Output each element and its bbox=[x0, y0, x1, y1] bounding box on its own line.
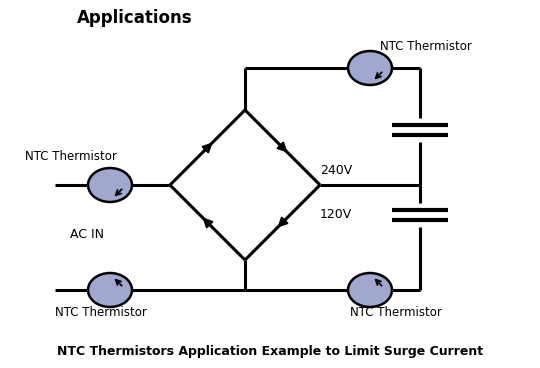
Ellipse shape bbox=[348, 51, 392, 85]
Ellipse shape bbox=[88, 168, 132, 202]
Ellipse shape bbox=[88, 273, 132, 307]
Text: NTC Thermistors Application Example to Limit Surge Current: NTC Thermistors Application Example to L… bbox=[57, 346, 483, 358]
Text: Applications: Applications bbox=[77, 9, 193, 27]
Ellipse shape bbox=[348, 273, 392, 307]
Text: 240V: 240V bbox=[320, 163, 352, 177]
Text: AC IN: AC IN bbox=[70, 229, 104, 241]
Text: NTC Thermistor: NTC Thermistor bbox=[350, 305, 442, 318]
Text: NTC Thermistor: NTC Thermistor bbox=[380, 39, 472, 53]
Text: 120V: 120V bbox=[320, 209, 352, 222]
Text: NTC Thermistor: NTC Thermistor bbox=[25, 151, 117, 163]
Text: NTC Thermistor: NTC Thermistor bbox=[55, 305, 147, 318]
